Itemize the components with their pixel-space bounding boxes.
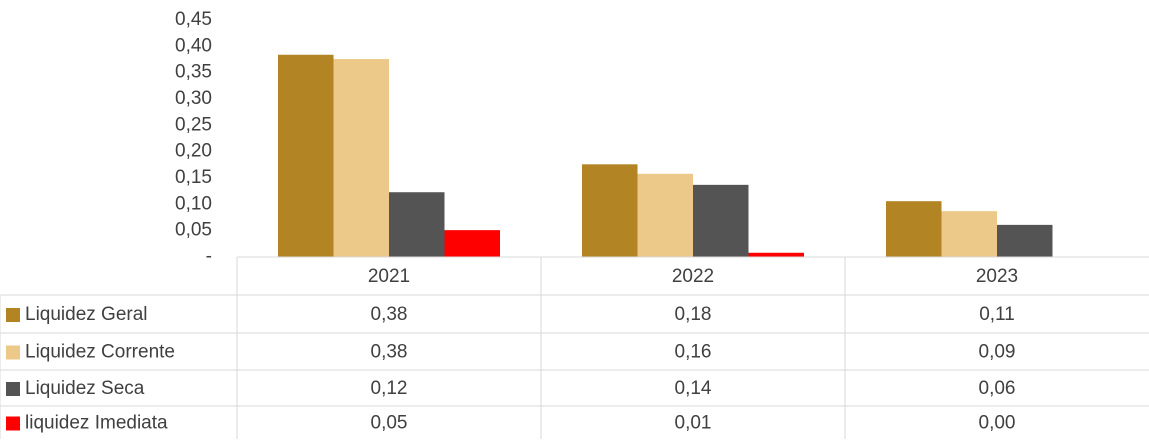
legend-swatch bbox=[6, 308, 20, 322]
x-tick-label: 2021 bbox=[368, 266, 410, 287]
data-label: 0,12 bbox=[371, 378, 408, 399]
y-tick-label: 0,35 bbox=[175, 62, 212, 83]
bar bbox=[333, 58, 389, 258]
x-tick-label: 2022 bbox=[672, 266, 714, 287]
legend-swatch bbox=[6, 345, 20, 360]
y-tick-label: 0,20 bbox=[175, 141, 212, 162]
data-label: 0,16 bbox=[675, 342, 712, 363]
y-tick-label: 0,25 bbox=[175, 114, 212, 135]
legend-label: liquidez Imediata bbox=[25, 413, 168, 434]
bar bbox=[444, 230, 500, 257]
y-tick-label: 0,30 bbox=[175, 88, 212, 109]
data-label: 0,05 bbox=[371, 413, 408, 434]
data-label: 0,14 bbox=[675, 378, 712, 399]
legend-label: Liquidez Seca bbox=[25, 378, 145, 399]
bar bbox=[582, 164, 638, 257]
bar bbox=[389, 192, 445, 257]
y-tick-label: - bbox=[206, 246, 212, 267]
bar bbox=[886, 201, 942, 257]
legend-label: Liquidez Geral bbox=[25, 304, 148, 325]
data-label: 0,38 bbox=[371, 342, 408, 363]
data-label: 0,38 bbox=[371, 304, 408, 325]
bar bbox=[637, 173, 693, 257]
y-tick-label: 0,40 bbox=[175, 35, 212, 56]
y-tick-label: 0,15 bbox=[175, 167, 212, 188]
data-label: 0,00 bbox=[979, 413, 1016, 434]
legend-label: Liquidez Corrente bbox=[25, 342, 175, 363]
data-label: 0,18 bbox=[675, 304, 712, 325]
y-tick-label: 0,10 bbox=[175, 193, 212, 214]
bar bbox=[941, 211, 997, 257]
data-label: 0,11 bbox=[979, 304, 1015, 325]
data-label: 0,01 bbox=[675, 413, 712, 434]
data-label: 0,09 bbox=[979, 342, 1016, 363]
data-label: 0,06 bbox=[979, 378, 1016, 399]
bar bbox=[748, 252, 804, 257]
y-tick-label: 0,45 bbox=[175, 9, 212, 30]
bar bbox=[997, 224, 1053, 257]
legend-swatch bbox=[6, 382, 20, 396]
x-tick-label: 2023 bbox=[976, 266, 1018, 287]
y-tick-label: 0,05 bbox=[175, 220, 212, 241]
legend-swatch bbox=[6, 416, 20, 431]
bar bbox=[278, 54, 334, 258]
bar bbox=[693, 184, 749, 257]
